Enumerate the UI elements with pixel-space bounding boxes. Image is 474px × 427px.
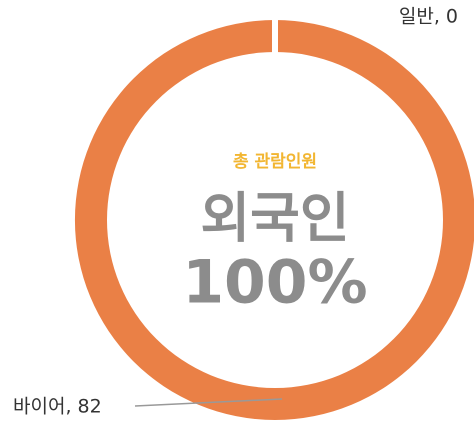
center-value: 100%	[182, 248, 367, 318]
donut	[75, 18, 474, 420]
leader-line	[134, 398, 283, 407]
slice-label: 바이어, 82	[13, 396, 102, 418]
center-caption: 총 관람인원	[233, 151, 317, 172]
slice-label: 일반, 0	[399, 6, 458, 28]
center-title: 외국인	[200, 187, 349, 250]
